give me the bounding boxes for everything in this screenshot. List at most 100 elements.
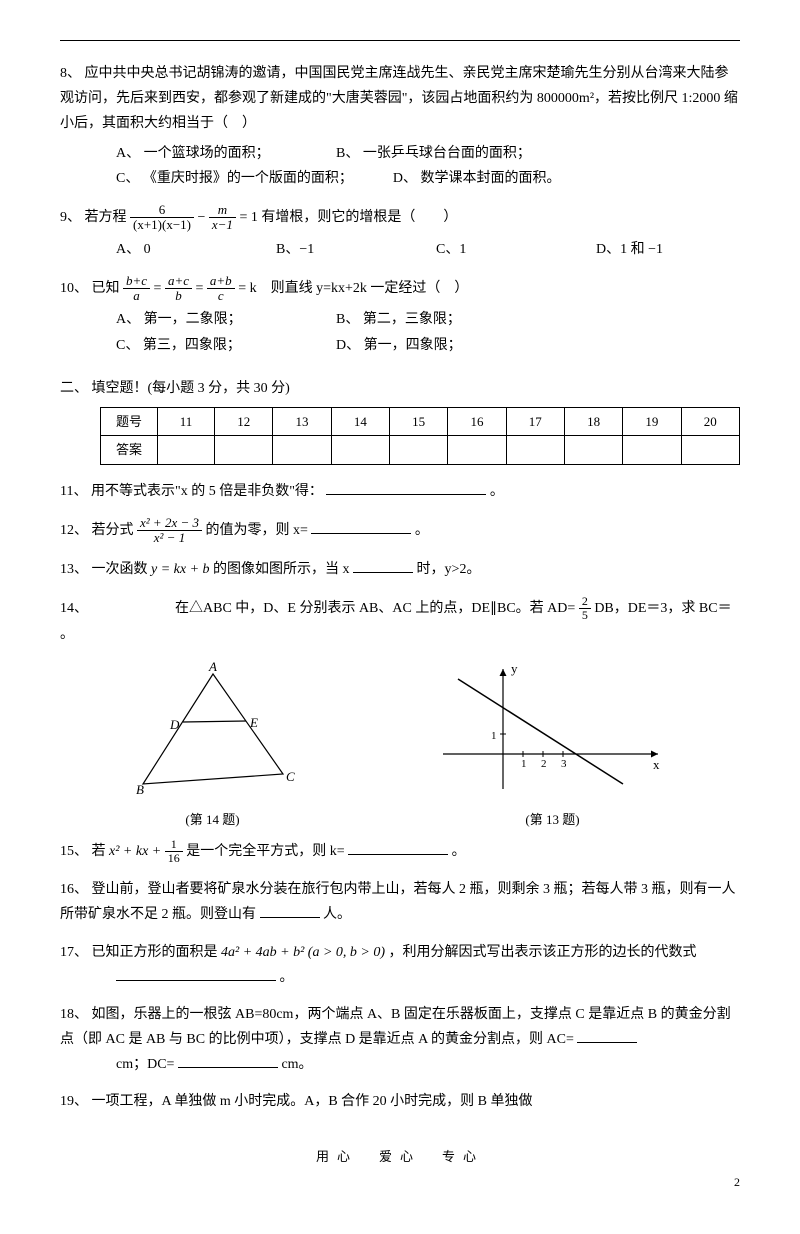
- q10-opt-a: A、 第一，二象限；: [116, 307, 296, 332]
- grid-col-19: 19: [623, 407, 681, 435]
- q14-num: 14、: [60, 601, 88, 616]
- label-E: E: [249, 715, 258, 730]
- q14-text2: DB，DE＝3，求 BC＝: [594, 601, 731, 616]
- grid-row1-label: 题号: [101, 407, 158, 435]
- q18-num: 18、: [60, 1007, 88, 1022]
- q11-text: 用不等式表示"x 的 5 倍是非负数"得：: [91, 484, 323, 499]
- question-17: 17、 已知正方形的面积是 4a² + 4ab + b² (a > 0, b >…: [60, 940, 740, 990]
- line-graph: 1 2 3 1 y x: [433, 659, 673, 799]
- q12-num: 12、: [60, 523, 88, 538]
- q17-tail: 。: [280, 970, 294, 985]
- figures-row: A D E B C (第 14 题) 1 2 3 1 y: [60, 659, 740, 832]
- q13-mid1: 的图像如图所示，当 x: [213, 562, 350, 577]
- q18-mid: cm；DC=: [116, 1057, 178, 1072]
- q9-minus: −: [197, 210, 208, 225]
- question-13: 13、 一次函数 y = kx + b 的图像如图所示，当 x 时，y>2。: [60, 557, 740, 582]
- q8-opt-b: B、 一张乒乓球台台面的面积；: [336, 141, 531, 166]
- q14-frac: 2 5: [579, 595, 591, 622]
- q12-tail: 。: [415, 523, 429, 538]
- q10-num: 10、: [60, 281, 88, 296]
- q10-frac2: a+c b: [165, 274, 192, 304]
- q13-num: 13、: [60, 562, 88, 577]
- grid-col-18: 18: [564, 407, 622, 435]
- top-rule: [60, 40, 740, 41]
- axis-x: x: [653, 757, 660, 772]
- q16-tail: 人。: [323, 907, 351, 922]
- q18-blank1: [577, 1028, 637, 1043]
- caption-14: (第 14 题): [128, 808, 298, 831]
- label-D: D: [169, 717, 180, 732]
- q10-suffix: = k 则直线 y=kx+2k 一定经过（ ）: [238, 281, 468, 296]
- q9-frac1: 6 (x+1)(x−1): [130, 203, 194, 233]
- q9-prefix: 若方程: [85, 210, 131, 225]
- grid-answer-row: 答案: [101, 436, 740, 464]
- grid-col-20: 20: [681, 407, 739, 435]
- q10-prefix: 已知: [92, 281, 124, 296]
- q16-num: 16、: [60, 882, 88, 897]
- q14-tail: 。: [60, 622, 740, 647]
- q11-tail: 。: [490, 484, 504, 499]
- q17-num: 17、: [60, 945, 88, 960]
- q18-blank2: [178, 1053, 278, 1068]
- q13-blank: [353, 558, 413, 573]
- q13-mid2: 时，y>2。: [417, 562, 481, 577]
- q12-mid: 的值为零，则 x=: [205, 523, 307, 538]
- question-16: 16、 登山前，登山者要将矿泉水分装在旅行包内带上山，若每人 2 瓶，则剩余 3…: [60, 877, 740, 927]
- q12-prefix: 若分式: [92, 523, 138, 538]
- q15-frac: 1 16: [165, 838, 183, 865]
- q15-prefix: 若: [92, 844, 110, 859]
- q11-blank: [326, 480, 486, 495]
- q9-opt-c: C、1: [436, 237, 556, 262]
- question-9: 9、 若方程 6 (x+1)(x−1) − m x−1 = 1 有增根，则它的增…: [60, 203, 740, 262]
- q17-expr: 4a² + 4ab + b² (a > 0, b > 0): [221, 945, 385, 960]
- question-19: 19、 一项工程，A 单独做 m 小时完成。A，B 合作 20 小时完成，则 B…: [60, 1089, 740, 1114]
- q17-text: ，利用分解因式写出表示该正方形的边长的代数式: [389, 945, 697, 960]
- page-number: 2: [60, 1172, 740, 1194]
- q8-num: 8、: [60, 66, 81, 81]
- q13-prefix: 一次函数: [92, 562, 152, 577]
- q16-text: 登山前，登山者要将矿泉水分装在旅行包内带上山，若每人 2 瓶，则剩余 3 瓶；若…: [60, 882, 736, 922]
- question-14: 14、 在△ABC 中，D、E 分别表示 AB、AC 上的点，DE∥BC。若 A…: [60, 595, 740, 648]
- q10-opt-b: B、 第二，三象限；: [336, 307, 516, 332]
- q15-tail: 。: [452, 844, 466, 859]
- q9-suffix: = 1 有增根，则它的增根是（ ）: [239, 210, 457, 225]
- ytick-1: 1: [491, 730, 497, 742]
- q17-prefix: 已知正方形的面积是: [92, 945, 222, 960]
- label-A: A: [208, 659, 217, 674]
- q11-num: 11、: [60, 484, 87, 499]
- tick-1: 1: [521, 758, 527, 770]
- q10-opt-c: C、 第三，四象限；: [116, 333, 296, 358]
- q12-frac: x² + 2x − 3 x² − 1: [137, 516, 202, 546]
- q10-frac3: a+b c: [207, 274, 235, 304]
- q8-opt-d: D、 数学课本封面的面积。: [393, 166, 573, 191]
- tick-3: 3: [561, 758, 567, 770]
- grid-col-15: 15: [390, 407, 448, 435]
- q19-num: 19、: [60, 1094, 88, 1109]
- grid-col-12: 12: [215, 407, 273, 435]
- tick-2: 2: [541, 758, 547, 770]
- q10-opt-d: D、 第一，四象限；: [336, 333, 516, 358]
- q15-blank: [348, 840, 448, 855]
- q17-blank: [116, 966, 276, 981]
- q19-text: 一项工程，A 单独做 m 小时完成。A，B 合作 20 小时完成，则 B 单独做: [92, 1094, 533, 1109]
- figure-13: 1 2 3 1 y x (第 13 题): [433, 659, 673, 832]
- q8-opt-a: A、 一个篮球场的面积；: [116, 141, 296, 166]
- q9-opt-a: A、 0: [116, 237, 236, 262]
- q14-text1: 在△ABC 中，D、E 分别表示 AB、AC 上的点，DE∥BC。若 AD=: [175, 601, 579, 616]
- answer-grid: 题号 11 12 13 14 15 16 17 18 19 20 答案: [100, 407, 740, 465]
- q8-text: 应中共中央总书记胡锦涛的邀请，中国国民党主席连战先生、亲民党主席宋楚瑜先生分别从…: [60, 66, 738, 131]
- grid-col-13: 13: [273, 407, 331, 435]
- q10-frac1: b+c a: [123, 274, 150, 304]
- question-18: 18、 如图，乐器上的一根弦 AB=80cm，两个端点 A、B 固定在乐器板面上…: [60, 1002, 740, 1078]
- q9-num: 9、: [60, 210, 81, 225]
- caption-13: (第 13 题): [433, 808, 673, 831]
- axis-y: y: [511, 661, 518, 676]
- q9-opt-d: D、1 和 −1: [596, 237, 716, 262]
- q12-blank: [311, 519, 411, 534]
- q9-opt-b: B、−1: [276, 237, 396, 262]
- q18-tail: cm。: [281, 1057, 312, 1072]
- q9-frac2: m x−1: [209, 203, 236, 233]
- q13-expr: y = kx + b: [151, 562, 210, 577]
- grid-col-16: 16: [448, 407, 506, 435]
- grid-col-11: 11: [158, 407, 215, 435]
